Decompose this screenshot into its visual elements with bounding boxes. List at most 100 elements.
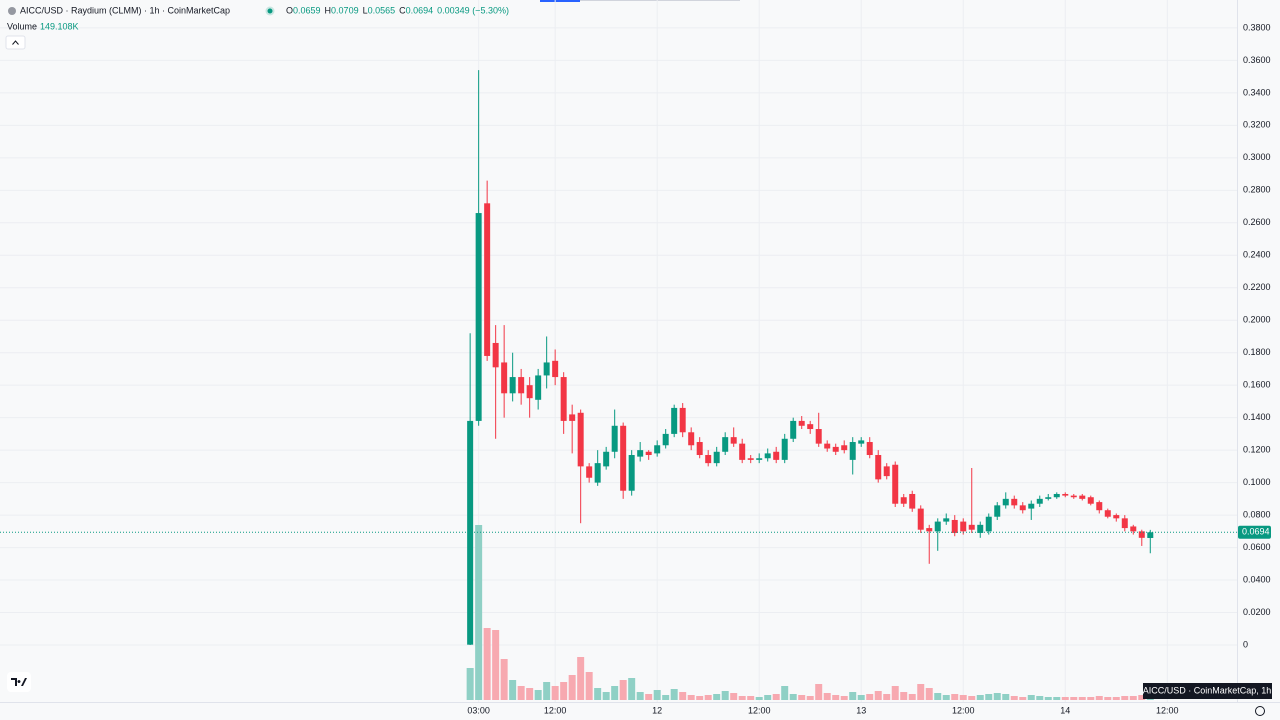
volume-bar [730,693,738,700]
candle-body [654,445,661,454]
candle-body [773,451,780,460]
volume-value: 149.108K [40,21,79,31]
settings-icon[interactable] [1255,706,1265,716]
volume-bar [1019,697,1027,700]
candle-body [688,432,695,446]
x-tick-label: 13 [856,705,866,715]
volume-bar [908,694,916,700]
candle-body [628,455,635,491]
volume-bar [1104,697,1112,700]
y-tick-label: 0.2400 [1243,250,1271,260]
volume-bar [1027,695,1035,700]
ohlc-value: 0.0709 [331,5,359,15]
candle-body [1147,532,1154,538]
ohlc-key: C [399,5,406,15]
candle-body [1028,503,1035,509]
candle-body [994,505,1001,517]
candle-body [645,451,652,456]
candle-body [679,407,686,433]
volume-bar [738,696,746,700]
x-tick-label: 12 [652,705,662,715]
volume-bar [781,686,789,700]
volume-bar [798,695,806,700]
volume-bar [993,693,1001,700]
candle-body [764,453,771,459]
candle-body [1121,518,1128,529]
candle-body [841,445,848,451]
volume-bar [772,694,780,700]
candle-body [620,425,627,491]
ohlc-legend: O 0.0659 H 0.0709 L 0.0565 C 0.0694 0.00349 (−5.… [286,5,509,15]
candle-body [883,466,890,477]
volume-bar [1010,696,1018,700]
candle-body [662,433,669,446]
volume-bar [509,680,517,700]
volume-bar [1129,696,1137,700]
volume-bar [1078,697,1086,700]
volume-bar [755,697,763,700]
volume-bar [1087,697,1095,700]
volume-bar [1044,697,1052,700]
volume-bar [806,696,814,700]
candle-body [1011,498,1018,506]
candle-body [526,385,533,399]
volume-bar [568,675,576,700]
volume-bar [917,684,925,700]
candle-body [1019,505,1026,511]
y-tick-label: 0.2000 [1243,315,1271,325]
volume-bar [653,690,661,700]
collapse-icon [12,40,19,45]
volume-bar [662,695,670,700]
volume-bar [866,694,874,700]
volume-pane [466,525,1154,700]
volume-bar [594,688,602,700]
candle-body [1079,495,1086,499]
volume-bar [1036,696,1044,700]
volume-bar [602,692,610,700]
volume-title: Volume [7,21,37,31]
candle-body [611,425,618,452]
candle-body [824,443,831,449]
volume-bar [1061,697,1069,700]
volume-bar [560,682,568,700]
volume-bar [679,692,687,700]
candle-body [926,528,933,532]
volume-bar [636,692,644,700]
candle-body [501,362,508,394]
candle-body [1087,497,1094,504]
candle-body [934,521,941,532]
candle-body [1036,498,1043,504]
candle-body [1130,526,1137,532]
candle-body [790,420,797,439]
candle-body [484,203,491,356]
volume-bar [475,525,483,700]
candle-body [730,437,737,444]
y-tick-label: 0.0200 [1243,607,1271,617]
candle-body [475,213,482,421]
y-tick-label: 0.1200 [1243,445,1271,455]
logo[interactable] [7,672,31,692]
candle-body [492,342,499,368]
status-dot [267,8,273,14]
candle-body [552,360,559,378]
ohlc-key: L [363,5,368,15]
volume-bar [466,668,474,700]
volume-bar [934,693,942,700]
candle-body [1062,493,1069,496]
candle-body [518,377,525,394]
volume-bar [1095,696,1103,700]
volume-bar [543,682,551,700]
collapse-button[interactable] [5,35,26,50]
volume-bar [517,686,525,700]
volume-bar [645,694,653,700]
x-tick-label: 03:00 [467,705,490,715]
volume-bar [1112,697,1120,700]
candle-body [756,458,763,460]
candle-body [866,442,873,456]
volume-bar [713,694,721,700]
candle-body [747,458,754,460]
candle-body [586,466,593,478]
top-tab-indicator [540,0,580,2]
volume-bar [704,695,712,700]
